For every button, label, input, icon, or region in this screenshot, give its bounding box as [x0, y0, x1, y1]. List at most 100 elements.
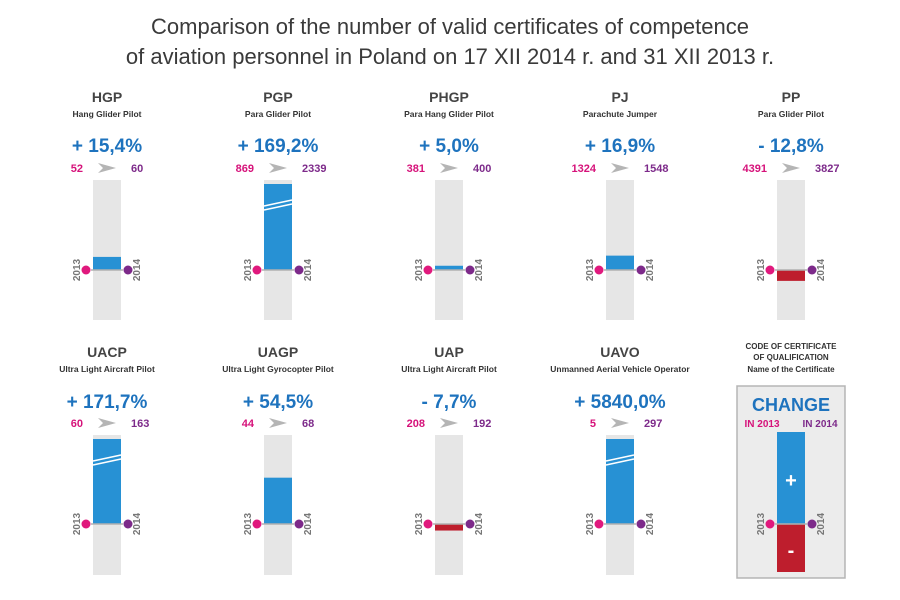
bar-uacp — [93, 439, 121, 524]
legend-change-label: CHANGE — [752, 395, 830, 415]
change-pgp: + 169,2% — [238, 136, 319, 157]
value-2013-pj: 1324 — [572, 163, 597, 175]
track-uap — [435, 435, 463, 575]
arrow-icon-uavo — [611, 418, 629, 428]
legend-plus-sign: + — [785, 470, 797, 492]
name-pp: Para Glider Pilot — [758, 109, 824, 119]
value-2014-uap: 192 — [473, 418, 491, 430]
bar-pgp — [264, 184, 292, 270]
track-pj — [606, 180, 634, 320]
name-phgp: Para Hang Glider Pilot — [404, 109, 494, 119]
dot-2013-pgp — [252, 265, 262, 275]
arrow-icon-hgp — [98, 163, 116, 173]
dot-2013-uavo — [594, 519, 604, 529]
legend-positive-bar — [777, 432, 805, 524]
name-uavo: Unmanned Aerial Vehicle Operator — [550, 364, 690, 374]
code-pj: PJ — [611, 89, 628, 105]
legend-minus-sign: - — [788, 540, 795, 562]
legend-negative-bar — [777, 524, 805, 572]
dot-2014-hgp — [123, 265, 133, 275]
year-2013-pj: 2013 — [585, 258, 596, 281]
year-2013-phgp: 2013 — [414, 258, 425, 281]
name-hgp: Hang Glider Pilot — [73, 109, 142, 119]
legend-in-2013: IN 2013 — [744, 419, 779, 430]
track-phgp — [435, 180, 463, 320]
dot-2013-pp — [765, 265, 775, 275]
change-uap: - 7,7% — [422, 392, 477, 413]
year-2013-pgp: 2013 — [243, 258, 254, 281]
year-2014-pj: 2014 — [645, 258, 656, 281]
dot-2013-uap — [423, 519, 433, 529]
value-2013-pgp: 869 — [236, 163, 254, 175]
value-2013-uacp: 60 — [71, 418, 83, 430]
bar-hgp — [93, 256, 121, 270]
code-hgp: HGP — [92, 89, 122, 105]
change-uagp: + 54,5% — [243, 392, 313, 413]
value-2013-uagp: 44 — [242, 418, 255, 430]
change-uavo: + 5840,0% — [574, 392, 665, 413]
arrow-icon-pp — [782, 163, 800, 173]
legend-year-2013: 2013 — [756, 512, 767, 535]
code-uagp: UAGP — [258, 344, 298, 360]
dot-2013-pj — [594, 265, 604, 275]
value-2013-pp: 4391 — [743, 163, 767, 175]
track-hgp — [93, 180, 121, 320]
value-2013-phgp: 381 — [407, 163, 425, 175]
code-uacp: UACP — [87, 344, 127, 360]
year-2014-uacp: 2014 — [132, 512, 143, 535]
dot-2014-pp — [807, 265, 817, 275]
year-2013-uagp: 2013 — [243, 512, 254, 535]
name-uap: Ultra Light Aircraft Pilot — [401, 364, 497, 374]
dot-2014-phgp — [465, 265, 475, 275]
arrow-icon-pj — [611, 163, 629, 173]
code-uap: UAP — [434, 344, 464, 360]
code-uavo: UAVO — [600, 344, 640, 360]
dot-2014-uagp — [294, 519, 304, 529]
arrow-icon-uagp — [269, 418, 287, 428]
year-2014-pgp: 2014 — [303, 258, 314, 281]
arrow-icon-uacp — [98, 418, 116, 428]
year-2013-uacp: 2013 — [72, 512, 83, 535]
code-pp: PP — [782, 89, 801, 105]
code-pgp: PGP — [263, 89, 293, 105]
value-2013-hgp: 52 — [71, 163, 83, 175]
year-2014-hgp: 2014 — [132, 258, 143, 281]
change-phgp: + 5,0% — [419, 136, 479, 157]
change-uacp: + 171,7% — [67, 392, 148, 413]
year-2014-uavo: 2014 — [645, 512, 656, 535]
value-2014-pj: 1548 — [644, 163, 668, 175]
year-2013-pp: 2013 — [756, 258, 767, 281]
value-2014-uagp: 68 — [302, 418, 314, 430]
dot-2014-uacp — [123, 519, 133, 529]
change-pp: - 12,8% — [758, 136, 824, 157]
name-uagp: Ultra Light Gyrocopter Pilot — [222, 364, 334, 374]
year-2013-uap: 2013 — [414, 512, 425, 535]
bar-uavo — [606, 439, 634, 524]
dot-2013-uacp — [81, 519, 91, 529]
value-2013-uavo: 5 — [590, 418, 596, 430]
legend-dot-2013 — [765, 519, 775, 529]
year-2014-uap: 2014 — [474, 512, 485, 535]
break-mark-uavo — [605, 454, 635, 466]
value-2014-uacp: 163 — [131, 418, 149, 430]
dot-2014-pgp — [294, 265, 304, 275]
legend-code-line-2: OF QUALIFICATION — [753, 353, 829, 362]
break-mark-pgp — [263, 199, 293, 211]
dot-2014-pj — [636, 265, 646, 275]
name-uacp: Ultra Light Aircraft Pilot — [59, 364, 155, 374]
year-2014-uagp: 2014 — [303, 512, 314, 535]
dot-2013-hgp — [81, 265, 91, 275]
legend-year-2014: 2014 — [816, 512, 827, 535]
dot-2013-uagp — [252, 519, 262, 529]
legend-in-2014: IN 2014 — [802, 419, 837, 430]
year-2013-hgp: 2013 — [72, 258, 83, 281]
year-2014-pp: 2014 — [816, 258, 827, 281]
legend-code-line-1: CODE OF CERTIFICATE — [746, 342, 838, 351]
arrow-icon-pgp — [269, 163, 287, 173]
chart-title-line-1: Comparison of the number of valid certif… — [151, 14, 749, 39]
name-pj: Parachute Jumper — [583, 109, 658, 119]
code-phgp: PHGP — [429, 89, 469, 105]
name-pgp: Para Glider Pilot — [245, 109, 311, 119]
value-2014-uavo: 297 — [644, 418, 662, 430]
